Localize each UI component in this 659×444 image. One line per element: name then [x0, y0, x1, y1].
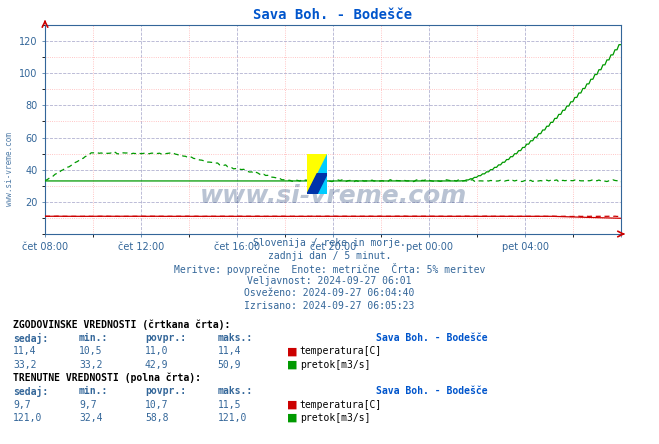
Text: povpr.:: povpr.: [145, 333, 186, 343]
Text: povpr.:: povpr.: [145, 386, 186, 396]
Text: 11,0: 11,0 [145, 346, 169, 357]
Text: 9,7: 9,7 [79, 400, 97, 410]
Text: Izrisano: 2024-09-27 06:05:23: Izrisano: 2024-09-27 06:05:23 [244, 301, 415, 311]
Text: www.si-vreme.com: www.si-vreme.com [5, 132, 14, 206]
Text: 58,8: 58,8 [145, 413, 169, 423]
Text: Sava Boh. - Bodešče: Sava Boh. - Bodešče [376, 333, 487, 343]
Text: 42,9: 42,9 [145, 360, 169, 370]
Text: 10,5: 10,5 [79, 346, 103, 357]
Polygon shape [307, 154, 328, 194]
Text: pretok[m3/s]: pretok[m3/s] [300, 413, 370, 423]
Polygon shape [307, 174, 328, 194]
Text: maks.:: maks.: [217, 333, 252, 343]
Text: Osveženo: 2024-09-27 06:04:40: Osveženo: 2024-09-27 06:04:40 [244, 288, 415, 298]
Text: sedaj:: sedaj: [13, 386, 48, 397]
Text: Slovenija / reke in morje.: Slovenija / reke in morje. [253, 238, 406, 249]
Text: Sava Boh. - Bodešče: Sava Boh. - Bodešče [376, 386, 487, 396]
Text: 33,2: 33,2 [13, 360, 37, 370]
Title: Sava Boh. - Bodešče: Sava Boh. - Bodešče [254, 8, 413, 23]
Text: sedaj:: sedaj: [13, 333, 48, 344]
Text: ■: ■ [287, 360, 297, 370]
Text: 33,2: 33,2 [79, 360, 103, 370]
Text: Meritve: povprečne  Enote: metrične  Črta: 5% meritev: Meritve: povprečne Enote: metrične Črta:… [174, 263, 485, 275]
Text: temperatura[C]: temperatura[C] [300, 346, 382, 357]
Text: ZGODOVINSKE VREDNOSTI (črtkana črta):: ZGODOVINSKE VREDNOSTI (črtkana črta): [13, 320, 231, 330]
Text: 121,0: 121,0 [13, 413, 43, 423]
Text: ■: ■ [287, 400, 297, 410]
Text: 11,4: 11,4 [217, 346, 241, 357]
Text: ■: ■ [287, 413, 297, 423]
Text: 11,4: 11,4 [13, 346, 37, 357]
Text: Veljavnost: 2024-09-27 06:01: Veljavnost: 2024-09-27 06:01 [247, 276, 412, 286]
Text: 50,9: 50,9 [217, 360, 241, 370]
Text: temperatura[C]: temperatura[C] [300, 400, 382, 410]
Text: www.si-vreme.com: www.si-vreme.com [200, 184, 467, 208]
Text: 9,7: 9,7 [13, 400, 31, 410]
Text: 32,4: 32,4 [79, 413, 103, 423]
Text: pretok[m3/s]: pretok[m3/s] [300, 360, 370, 370]
Text: min.:: min.: [79, 333, 109, 343]
Polygon shape [307, 154, 328, 194]
Text: 121,0: 121,0 [217, 413, 247, 423]
Text: TRENUTNE VREDNOSTI (polna črta):: TRENUTNE VREDNOSTI (polna črta): [13, 373, 201, 384]
Text: maks.:: maks.: [217, 386, 252, 396]
Text: zadnji dan / 5 minut.: zadnji dan / 5 minut. [268, 251, 391, 261]
Text: min.:: min.: [79, 386, 109, 396]
Text: 11,5: 11,5 [217, 400, 241, 410]
Text: ■: ■ [287, 346, 297, 357]
Text: 10,7: 10,7 [145, 400, 169, 410]
